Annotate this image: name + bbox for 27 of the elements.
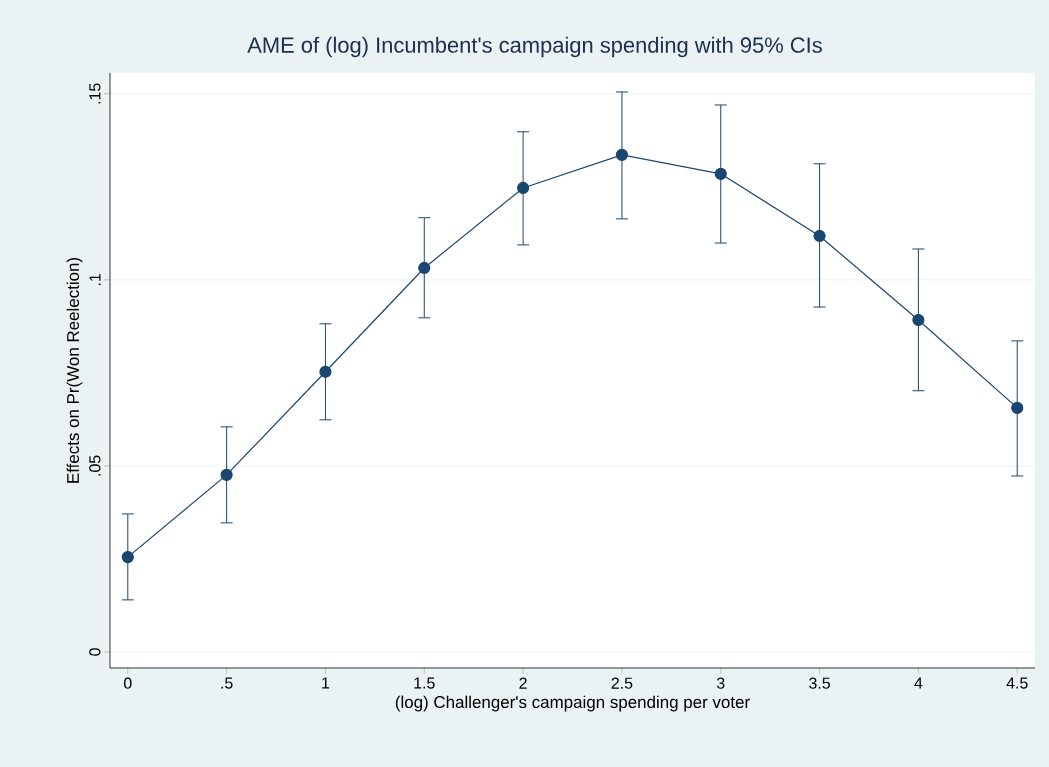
x-tick-label: 3.5 bbox=[809, 677, 830, 689]
y-tick-label: .05 bbox=[89, 455, 101, 476]
point bbox=[121, 551, 134, 564]
point bbox=[220, 468, 233, 481]
y-tick-label: .15 bbox=[89, 83, 101, 104]
point bbox=[615, 148, 629, 161]
x-tick-label: 4 bbox=[914, 677, 923, 689]
point bbox=[517, 181, 530, 195]
x-tick-label: 0 bbox=[123, 677, 132, 689]
point bbox=[912, 313, 925, 327]
y-axis-title: Effects on Pr(Won Reelection) bbox=[66, 257, 83, 483]
x-tick-label: 2 bbox=[519, 677, 527, 689]
point bbox=[1011, 401, 1024, 414]
x-tick-label: 2.5 bbox=[611, 677, 633, 689]
x-axis-title: (log) Challenger's campaign spending per voter bbox=[395, 695, 750, 712]
point bbox=[319, 365, 332, 378]
x-tick-label: 4.5 bbox=[1006, 677, 1028, 689]
x-tick-label: .5 bbox=[221, 677, 233, 689]
point bbox=[813, 229, 826, 243]
chart-title: AME of (log) Incumbent's campaign spending with 95% CIs bbox=[247, 36, 822, 58]
point bbox=[418, 261, 431, 275]
point bbox=[714, 167, 727, 180]
y-tick-label: 0 bbox=[89, 648, 101, 656]
x-tick-label: 1.5 bbox=[414, 677, 435, 689]
x-tick-label: 3 bbox=[716, 677, 725, 689]
x-tick-label: 1 bbox=[322, 677, 330, 689]
y-tick-label: .1 bbox=[89, 274, 101, 286]
